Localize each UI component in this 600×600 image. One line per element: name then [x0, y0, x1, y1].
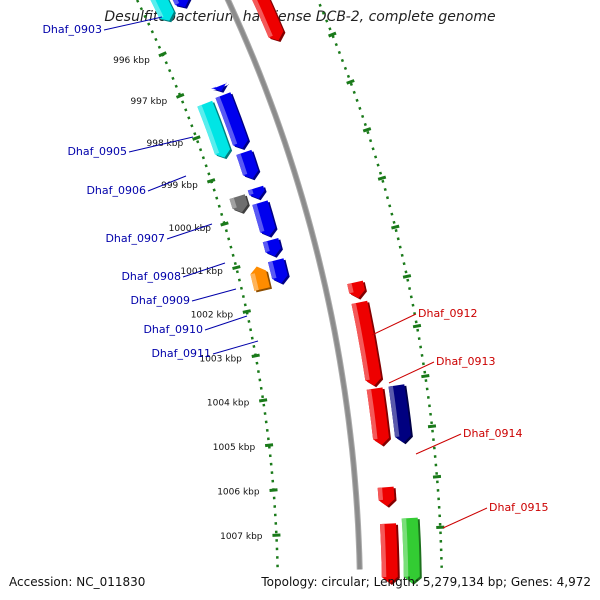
- gene-dhaf-0911-highlight: [250, 273, 259, 291]
- forward-tick-mark: [242, 309, 251, 314]
- gene-dhaf-0905-highlight: [197, 104, 220, 155]
- reverse-tick-mark: [346, 79, 355, 85]
- forward-tick-mark: [192, 135, 201, 141]
- gene-label: Dhaf_0906: [86, 184, 146, 197]
- gene-dhaf-0910b-highlight: [268, 261, 277, 279]
- gene-label: Dhaf_0908: [121, 270, 181, 283]
- reverse-tick-mark: [427, 424, 437, 429]
- gene-unlabeled-highlight: [366, 389, 378, 440]
- label-leader: [128, 136, 194, 153]
- label-leader: [204, 315, 248, 331]
- label-leader: [415, 433, 462, 455]
- tick-label: 999 kbp: [161, 181, 198, 191]
- map-title: Desulfitobacterium hafniense DCB-2, comp…: [104, 9, 496, 25]
- gene-unlabeled: [247, 185, 265, 199]
- label-leader: [103, 16, 163, 31]
- forward-tick-mark: [158, 51, 167, 58]
- gene-dhaf-0905: [197, 100, 231, 158]
- label-leader: [212, 340, 259, 355]
- forward-tick-ring: [135, 0, 279, 572]
- gene-dhaf-0913-highlight: [351, 303, 370, 381]
- tick-label: 1005 kbp: [213, 443, 256, 453]
- gene-unlabeled-highlight: [172, 0, 180, 5]
- reverse-tick-mark: [377, 175, 387, 181]
- gene-dhaf-0912-highlight: [347, 283, 354, 294]
- gene-unlabeled-highlight: [380, 523, 387, 578]
- gene-dhaf-0910-highlight: [262, 241, 270, 253]
- gene-dhaf-0909-highlight: [252, 203, 265, 233]
- tick-label: 996 kbp: [113, 56, 150, 66]
- gene-label: Dhaf_0912: [418, 307, 478, 320]
- reverse-tick-ring: [316, 0, 443, 568]
- tick-label: 1002 kbp: [191, 311, 234, 321]
- accession-label: Accession: NC_011830: [9, 575, 146, 589]
- tick-label: 997 kbp: [131, 97, 168, 107]
- reverse-tick-mark: [421, 374, 430, 379]
- reverse-tick-mark: [412, 323, 422, 329]
- backbone-shadow: [224, 0, 363, 570]
- reverse-tick-mark: [402, 274, 412, 279]
- gene-unlabeled-highlight: [252, 0, 273, 38]
- gene-dhaf-0914-highlight: [388, 385, 400, 437]
- forward-tick-mark: [251, 353, 260, 359]
- gene-label: Dhaf_0907: [105, 232, 165, 245]
- forward-tick-mark: [269, 488, 278, 492]
- gene-unlabeled: [211, 82, 227, 92]
- forward-tick-mark: [206, 178, 216, 184]
- label-leader: [191, 288, 237, 302]
- tick-label: 1001 kbp: [180, 267, 223, 277]
- gene-dhaf-0908-highlight: [229, 197, 237, 209]
- gene-dhaf-0906: [215, 92, 248, 149]
- gene-unlabeled-highlight: [401, 518, 409, 577]
- gene-dhaf-0907-highlight: [236, 153, 248, 176]
- forward-tick-mark: [258, 398, 268, 403]
- backbone: [225, 0, 362, 570]
- label-leader: [371, 313, 417, 336]
- label-leader: [182, 262, 226, 278]
- gene-unlabeled-highlight: [211, 86, 217, 89]
- gene-dhaf-0903-highlight: [150, 0, 164, 19]
- label-leader: [166, 223, 213, 240]
- gene-label: Dhaf_0903: [42, 23, 102, 36]
- gene-label: Dhaf_0910: [143, 323, 203, 336]
- tick-label: 1007 kbp: [220, 532, 263, 542]
- reverse-tick-mark: [391, 224, 400, 230]
- forward-tick-mark: [175, 93, 185, 99]
- tick-label: 1006 kbp: [217, 487, 260, 497]
- reverse-tick-mark: [432, 474, 442, 479]
- label-leader: [147, 175, 187, 192]
- gene-label: Dhaf_0905: [67, 145, 127, 158]
- label-leader: [442, 507, 488, 529]
- gene-label: Dhaf_0915: [489, 501, 549, 514]
- gene-unlabeled-highlight: [247, 189, 254, 196]
- gene-label: Dhaf_0911: [151, 347, 211, 360]
- forward-tick-mark: [232, 265, 241, 270]
- gene-label: Dhaf_0909: [130, 294, 190, 307]
- label-leader: [388, 361, 435, 384]
- forward-tick-mark: [220, 221, 229, 227]
- reverse-tick-mark: [362, 127, 372, 133]
- gene-dhaf-0906-highlight: [215, 96, 238, 146]
- tick-label: 1004 kbp: [207, 398, 250, 408]
- gene-label: Dhaf_0914: [463, 427, 523, 440]
- gene-label: Dhaf_0913: [436, 355, 496, 368]
- forward-tick-mark: [264, 443, 274, 448]
- tick-label: 1003 kbp: [199, 354, 242, 364]
- gene-dhaf-0915-highlight: [377, 487, 383, 501]
- reverse-tick-mark: [328, 31, 337, 38]
- genome-summary: Topology: circular; Length: 5,279,134 bp…: [261, 575, 591, 589]
- tick-label: 1000 kbp: [169, 224, 212, 234]
